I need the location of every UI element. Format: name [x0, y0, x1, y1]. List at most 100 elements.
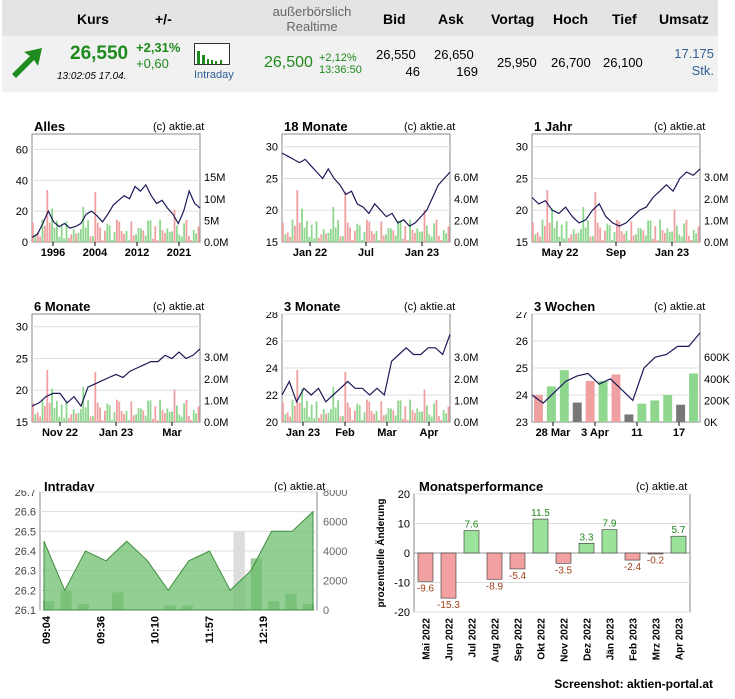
volume-bar: [344, 371, 347, 422]
x-tick-label: Feb: [335, 427, 355, 439]
volume-bar: [82, 207, 85, 242]
volume-bar: [366, 399, 368, 422]
y-tick-label: 25: [516, 173, 528, 185]
volume-bar: [378, 420, 380, 422]
intraday-link[interactable]: Intraday: [194, 69, 234, 81]
y2-tick-label: 2.0M: [704, 194, 728, 206]
volume-bar: [358, 405, 361, 422]
bid: 26,550: [376, 47, 416, 62]
volume-bar: [36, 232, 39, 242]
y2-tick-label: 2.0M: [454, 215, 478, 227]
volume-bar: [390, 408, 392, 422]
volume-bar: [147, 400, 149, 422]
volume-bar: [313, 238, 315, 242]
intraday-sparkline[interactable]: [194, 43, 230, 65]
y2-tick-label: 3.0M: [204, 352, 228, 364]
volume-bar: [176, 225, 178, 242]
volume-bar: [551, 208, 553, 242]
volume-bar: [366, 219, 368, 242]
volume-bar: [683, 223, 685, 242]
volume-bar: [32, 402, 34, 422]
volume-bar: [385, 234, 387, 242]
volume-bar: [385, 414, 387, 422]
x-tick-label: Mrz 2023: [652, 618, 663, 661]
y-tick-label: 25: [16, 353, 28, 365]
bar: [532, 518, 549, 554]
volume-bar: [180, 236, 183, 242]
volume-bar: [34, 234, 37, 242]
volume-bar: [63, 418, 65, 422]
volume-bar: [363, 412, 366, 422]
volume-bar: [178, 234, 181, 242]
volume-bar: [402, 418, 404, 422]
x-tick-label: 17: [673, 427, 685, 439]
x-tick-label: Nov 2022: [560, 618, 571, 662]
volume-bar: [65, 401, 68, 422]
volume-bar: [380, 221, 383, 242]
volume-bar: [161, 409, 164, 422]
y-axis-label: prozentuelle Änderung: [374, 499, 387, 608]
volume-bar: [113, 412, 116, 422]
volume-bar: [361, 419, 363, 422]
volume-bar: [282, 222, 284, 242]
volume-bar: [58, 236, 61, 242]
volume-bar: [113, 232, 116, 242]
copyright-1j: (c) aktie.at: [654, 121, 706, 133]
x-tick-label: Sep: [606, 247, 626, 259]
volume-bar: [308, 236, 311, 242]
y-tick-label: 24: [266, 363, 278, 375]
y2-tick-label: 200K: [704, 395, 730, 407]
y-tick-label: 23: [516, 417, 528, 429]
volume-bar: [137, 408, 140, 422]
volume-bar: [92, 236, 94, 242]
volume-bar: [563, 238, 565, 242]
volume-bar: [152, 418, 154, 422]
volume-bar: [56, 220, 58, 242]
y-tick-label: 26.6: [15, 507, 36, 519]
volume-bar: [692, 229, 695, 242]
volume-bar: [433, 223, 435, 242]
volume-bar: [41, 219, 44, 242]
volume-bar: [418, 231, 421, 242]
volume-bar: [325, 413, 327, 422]
volume-bar: [695, 233, 697, 242]
bar: [578, 542, 595, 554]
y-tick-label: 26.4: [15, 546, 36, 558]
y-tick-label: 26.3: [15, 566, 36, 578]
volume-bar: [558, 236, 561, 242]
y2-tick-label: 4.0M: [454, 194, 478, 206]
volume-bar: [60, 404, 63, 422]
x-tick-label: 12:19: [258, 616, 270, 644]
volume-bar: [397, 400, 399, 422]
volume-bar: [625, 230, 628, 242]
y2-tick-label: 6.0M: [454, 172, 478, 184]
volume-bar: [144, 235, 147, 242]
volume-bar: [70, 414, 73, 422]
volume-bar: [623, 234, 625, 242]
volume-bar: [402, 238, 404, 242]
volume-bar: [673, 209, 676, 242]
timestamp: 13:02:05 17.04.: [57, 71, 127, 82]
x-tick-label: 10:10: [150, 616, 162, 644]
volume-bar: [430, 236, 433, 242]
volume-bar: [411, 229, 414, 242]
x-tick-label: Jul 2022: [468, 618, 479, 658]
volume-bar: [70, 234, 73, 242]
volume-bar: [197, 226, 200, 242]
volume-bar: [318, 417, 320, 422]
copyright-18m: (c) aktie.at: [404, 121, 456, 133]
volume-bar: [392, 230, 395, 242]
volume-bar: [337, 400, 339, 422]
x-tick-label: Jan 23: [99, 427, 133, 439]
x-tick-label: 3 Apr: [581, 427, 609, 439]
chart-title-6m: 6 Monate: [34, 299, 91, 314]
volume-bar: [650, 400, 660, 422]
volume-bar: [56, 400, 58, 422]
volume-bar: [72, 409, 75, 422]
y2-tick-label: 10M: [204, 194, 225, 206]
volume-bar: [80, 409, 82, 422]
volume-bar: [582, 207, 585, 242]
volume-bar: [188, 415, 190, 422]
volume-bar: [149, 400, 152, 422]
quote-header: [2, 0, 718, 92]
